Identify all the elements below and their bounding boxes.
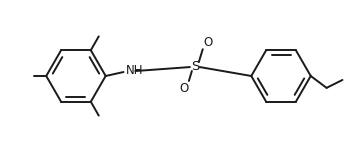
Text: NH: NH [125, 63, 143, 77]
Text: O: O [179, 82, 189, 95]
Text: O: O [203, 36, 212, 49]
Text: S: S [191, 60, 199, 73]
